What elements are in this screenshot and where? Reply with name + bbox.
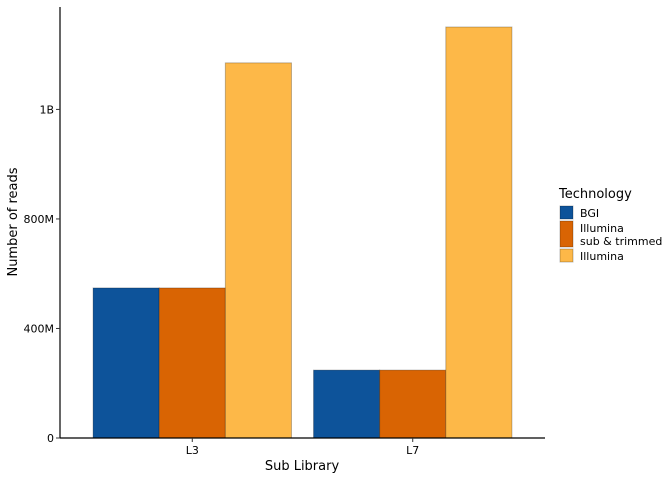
legend-label: Illumina (580, 250, 624, 263)
y-tick-label: 400M (24, 322, 55, 335)
legend-title: Technology (558, 187, 632, 202)
legend-swatch (559, 248, 574, 263)
y-tick-label: 1B (39, 103, 54, 116)
bar (313, 369, 381, 439)
x-axis-title: Sub Library (265, 459, 340, 474)
bar (92, 287, 160, 439)
legend-swatch (559, 220, 574, 248)
legend-label: BGI (580, 207, 599, 220)
legend-swatch (559, 205, 574, 220)
legend-label: Illumina sub & trimmed (580, 222, 662, 248)
y-axis-title: Number of reads (6, 167, 21, 276)
bar (224, 62, 292, 439)
y-tick-label: 0 (47, 432, 54, 445)
x-tick-label: L7 (406, 444, 419, 457)
bar (158, 287, 226, 439)
x-tick-label: L3 (186, 444, 199, 457)
y-tick-label: 800M (24, 213, 55, 226)
bar (445, 26, 513, 439)
bar (379, 369, 447, 439)
